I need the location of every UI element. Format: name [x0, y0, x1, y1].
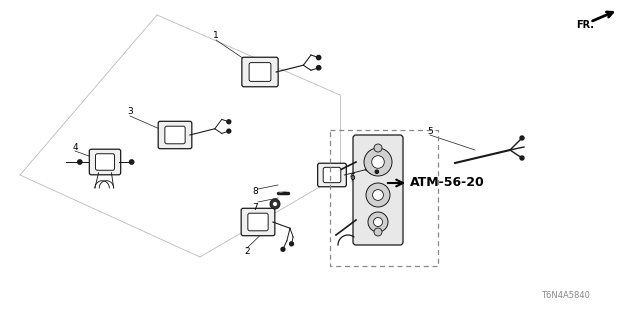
Circle shape	[77, 160, 82, 164]
Circle shape	[520, 156, 524, 160]
Circle shape	[372, 156, 384, 168]
Text: 1: 1	[213, 30, 219, 39]
Text: 8: 8	[252, 188, 258, 196]
Text: T6N4A5840: T6N4A5840	[541, 292, 590, 300]
FancyBboxPatch shape	[317, 163, 346, 187]
Circle shape	[375, 162, 378, 165]
Circle shape	[273, 202, 278, 206]
Circle shape	[374, 144, 382, 152]
Text: 3: 3	[127, 108, 133, 116]
Circle shape	[375, 170, 378, 173]
FancyBboxPatch shape	[158, 121, 192, 149]
Text: 6: 6	[349, 173, 355, 182]
Text: ATM-56-20: ATM-56-20	[410, 177, 484, 189]
FancyBboxPatch shape	[249, 63, 271, 81]
FancyBboxPatch shape	[90, 149, 121, 175]
Circle shape	[374, 218, 383, 227]
Text: 2: 2	[244, 247, 250, 257]
Circle shape	[364, 148, 392, 176]
Text: 4: 4	[72, 143, 78, 153]
FancyBboxPatch shape	[241, 208, 275, 236]
Text: 5: 5	[427, 126, 433, 135]
FancyBboxPatch shape	[242, 57, 278, 87]
Circle shape	[317, 66, 321, 70]
Circle shape	[281, 247, 285, 251]
FancyBboxPatch shape	[95, 154, 115, 170]
Circle shape	[129, 160, 134, 164]
Circle shape	[372, 189, 383, 200]
Circle shape	[317, 55, 321, 60]
FancyBboxPatch shape	[165, 126, 185, 144]
Text: FR.: FR.	[576, 20, 594, 30]
Circle shape	[270, 199, 280, 209]
Circle shape	[374, 228, 382, 236]
Circle shape	[227, 129, 231, 133]
Circle shape	[368, 212, 388, 232]
Circle shape	[366, 183, 390, 207]
Circle shape	[289, 242, 294, 246]
FancyBboxPatch shape	[323, 167, 340, 183]
FancyBboxPatch shape	[248, 213, 268, 231]
FancyBboxPatch shape	[353, 135, 403, 245]
Circle shape	[227, 120, 231, 124]
Circle shape	[520, 136, 524, 140]
Bar	[330, 130, 438, 266]
Text: 7: 7	[252, 203, 258, 212]
